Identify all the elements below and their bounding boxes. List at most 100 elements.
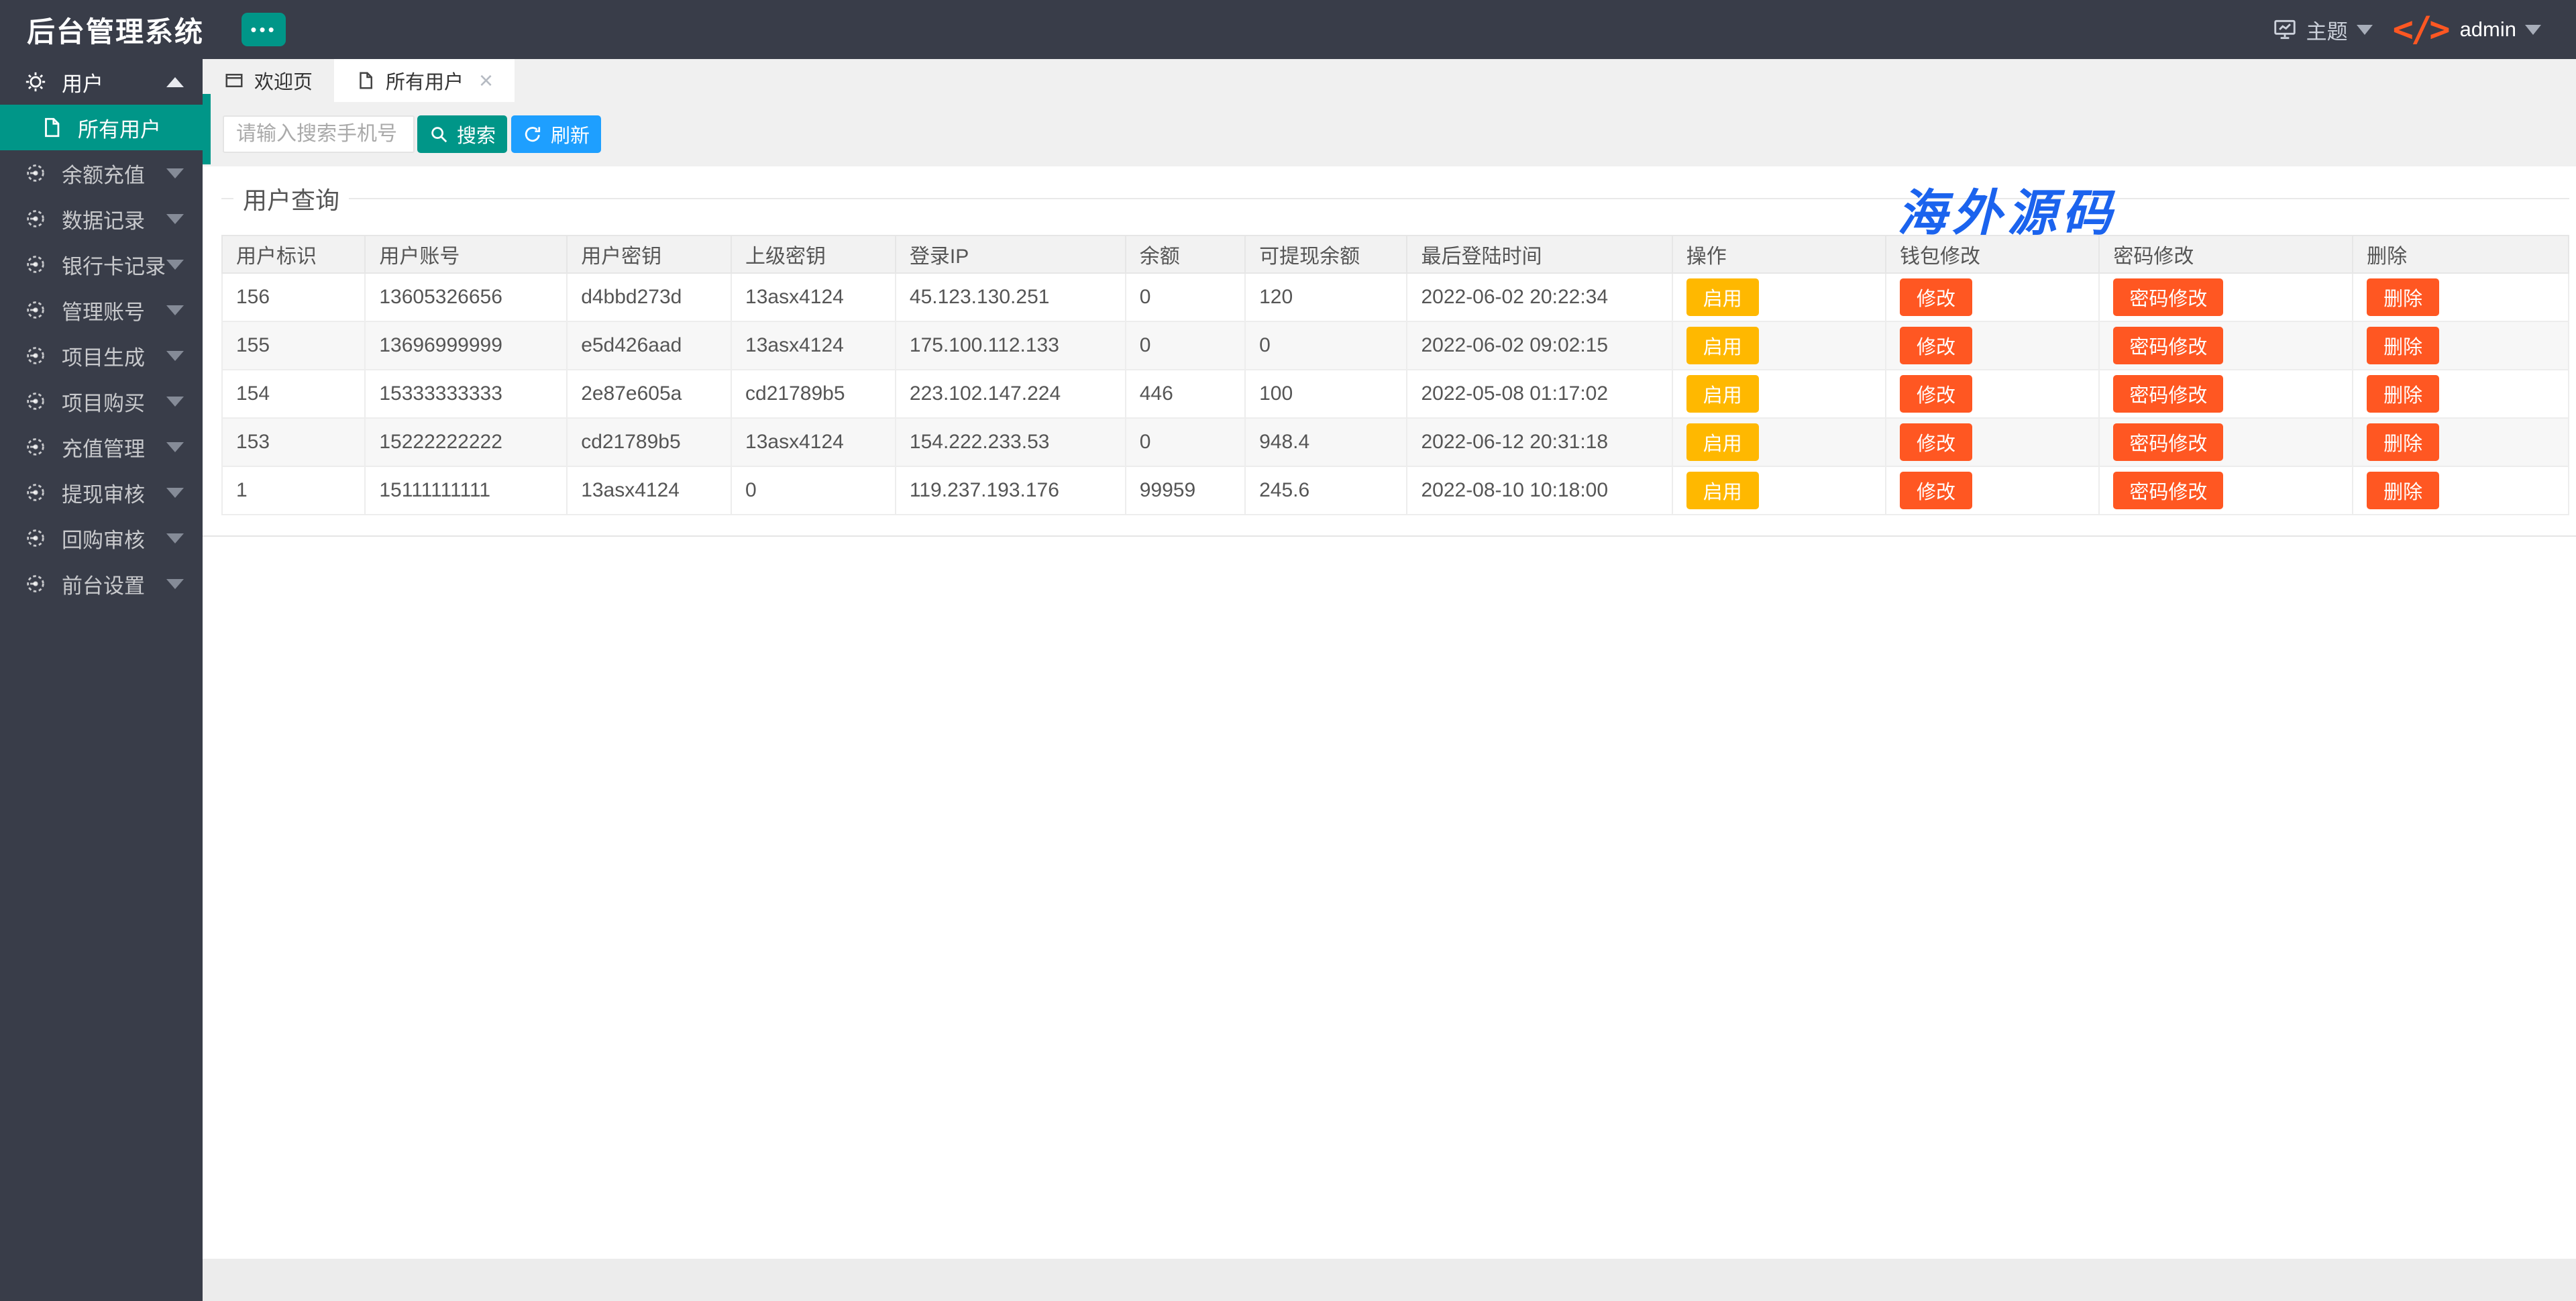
users-table: 用户标识 用户账号 用户密钥 上级密钥 登录IP 余额 可提现余额 最后登陆时间 操作 钱包修改密… bbox=[221, 235, 2569, 515]
content-panel: 用户查询 海外源码 用户标识 用户账号 用户密钥 上级密钥 登录IP 余额 可提现余额 最后登… bbox=[203, 166, 2576, 1259]
cell-last-login-time: 2022-06-02 09:02:15 bbox=[1406, 321, 1673, 370]
sidebar-item-label: 回购审核 bbox=[62, 528, 145, 552]
column-header: 登录IP bbox=[894, 235, 1126, 274]
cell-user-id: 154 bbox=[221, 369, 366, 419]
password-modify-button[interactable]: 密码修改 bbox=[2113, 472, 2224, 509]
password-modify-button[interactable]: 密码修改 bbox=[2113, 278, 2224, 316]
search-button[interactable]: 搜索 bbox=[417, 115, 507, 153]
tab-welcome[interactable]: 欢迎页 bbox=[203, 59, 334, 102]
delete-button[interactable]: 删除 bbox=[2367, 375, 2440, 413]
wallet-modify-button[interactable]: 修改 bbox=[1900, 327, 1973, 364]
delete-button[interactable]: 删除 bbox=[2367, 423, 2440, 461]
cell-balance: 0 bbox=[1124, 417, 1246, 467]
tab-label: 欢迎页 bbox=[254, 72, 313, 93]
password-modify-button[interactable]: 密码修改 bbox=[2113, 423, 2224, 461]
sidebar-item-buyback-review[interactable]: 回购审核 bbox=[0, 515, 203, 561]
cell-withdrawable-balance: 0 bbox=[1244, 321, 1408, 370]
enable-button[interactable]: 启用 bbox=[1686, 375, 1759, 413]
wallet-modify-button[interactable]: 修改 bbox=[1900, 375, 1973, 413]
sidebar-item-label: 前台设置 bbox=[62, 574, 145, 598]
sidebar-item-admin-accounts[interactable]: 管理账号 bbox=[0, 287, 203, 333]
gauge-icon bbox=[24, 344, 47, 367]
cell-delete-button: 删除 bbox=[2352, 321, 2569, 370]
cell-wallet-modify-button: 修改 bbox=[1885, 369, 2100, 419]
sidebar-item-frontend-settings[interactable]: 前台设置 bbox=[0, 561, 203, 607]
cell-last-login-time: 2022-08-10 10:18:00 bbox=[1406, 466, 1673, 515]
sidebar-item-label: 银行卡记录 bbox=[62, 254, 166, 278]
cell-withdrawable-balance: 100 bbox=[1244, 369, 1408, 419]
column-header: 上级密钥 bbox=[731, 235, 896, 274]
cell-user-account: 15222222222 bbox=[364, 417, 568, 467]
delete-button[interactable]: 删除 bbox=[2367, 472, 2440, 509]
sidebar-item-balance-recharge[interactable]: 余额充值 bbox=[0, 150, 203, 196]
cell-balance: 0 bbox=[1124, 272, 1246, 322]
sidebar-item-withdrawal-review[interactable]: 提现审核 bbox=[0, 470, 203, 515]
cell-delete-button: 删除 bbox=[2352, 466, 2569, 515]
enable-button[interactable]: 启用 bbox=[1686, 472, 1759, 509]
cell-parent-key: 13asx4124 bbox=[731, 417, 896, 467]
delete-button[interactable]: 删除 bbox=[2367, 327, 2440, 364]
sidebar-item-users[interactable]: 用户 bbox=[0, 59, 203, 105]
sidebar-item-bank-card-records[interactable]: 银行卡记录 bbox=[0, 242, 203, 287]
table-row: 156 13605326656 d4bbd273d 13asx4124 45.123.1… bbox=[221, 272, 2569, 322]
password-modify-button[interactable]: 密码修改 bbox=[2113, 375, 2224, 413]
chevron-down-icon bbox=[166, 213, 184, 224]
cell-parent-key: 13asx4124 bbox=[731, 272, 896, 322]
cell-enable-button: 启用 bbox=[1671, 321, 1887, 370]
tabbar: 欢迎页 所有用户 × bbox=[203, 59, 2576, 102]
sidebar-item-project-purchase[interactable]: 项目购买 bbox=[0, 378, 203, 424]
password-modify-button[interactable]: 密码修改 bbox=[2113, 327, 2224, 364]
cell-enable-button: 启用 bbox=[1671, 417, 1887, 467]
section-title: 用户查询 bbox=[243, 187, 340, 214]
cell-wallet-modify-button: 修改 bbox=[1885, 466, 2100, 515]
search-input[interactable] bbox=[223, 115, 415, 153]
theme-label: 主题 bbox=[2306, 19, 2348, 44]
close-icon[interactable]: × bbox=[479, 66, 494, 94]
ellipsis-icon: ••• bbox=[250, 19, 277, 40]
refresh-button[interactable]: 刷新 bbox=[511, 115, 601, 153]
accent-bar bbox=[203, 94, 211, 164]
chevron-down-icon bbox=[166, 259, 184, 270]
cell-user-id: 153 bbox=[221, 417, 366, 467]
gauge-icon bbox=[24, 435, 47, 458]
cell-login-ip: 119.237.193.176 bbox=[894, 466, 1126, 515]
table-bottom-rule bbox=[203, 535, 2576, 537]
enable-button[interactable]: 启用 bbox=[1686, 278, 1759, 316]
cell-balance: 0 bbox=[1124, 321, 1246, 370]
gauge-icon bbox=[24, 390, 47, 413]
sidebar-item-all-users[interactable]: 所有用户 bbox=[0, 105, 203, 150]
sidebar-toggle-button[interactable]: ••• bbox=[241, 13, 286, 46]
cell-wallet-modify-button: 修改 bbox=[1885, 417, 2100, 467]
app-title: 后台管理系统 bbox=[27, 15, 205, 48]
cell-user-id: 1 bbox=[221, 466, 366, 515]
cell-password-modify-button: 密码修改 bbox=[2098, 417, 2354, 467]
enable-button[interactable]: 启用 bbox=[1686, 423, 1759, 461]
sidebar-item-data-records[interactable]: 数据记录 bbox=[0, 196, 203, 242]
sidebar-item-recharge-management[interactable]: 充值管理 bbox=[0, 424, 203, 470]
cell-user-key: e5d426aad bbox=[566, 321, 733, 370]
search-icon bbox=[431, 127, 447, 143]
table-row: 1 15111111111 13asx4124 0 119.237.193.176 999… bbox=[221, 466, 2569, 515]
cell-password-modify-button: 密码修改 bbox=[2098, 321, 2354, 370]
cell-balance: 99959 bbox=[1124, 466, 1246, 515]
cell-user-key: 13asx4124 bbox=[566, 466, 733, 515]
code-icon: </> bbox=[2392, 9, 2451, 50]
wallet-modify-button[interactable]: 修改 bbox=[1900, 423, 1973, 461]
sidebar-item-project-generate[interactable]: 项目生成 bbox=[0, 333, 203, 378]
admin-dropdown[interactable]: admin bbox=[2460, 17, 2541, 42]
wallet-modify-button[interactable]: 修改 bbox=[1900, 278, 1973, 316]
column-header: 最后登陆时间 bbox=[1406, 235, 1673, 274]
enable-button[interactable]: 启用 bbox=[1686, 327, 1759, 364]
cell-user-id: 155 bbox=[221, 321, 366, 370]
wallet-modify-button[interactable]: 修改 bbox=[1900, 472, 1973, 509]
sidebar-item-label: 数据记录 bbox=[62, 209, 145, 233]
cell-parent-key: 0 bbox=[731, 466, 896, 515]
theme-dropdown[interactable]: 主题 bbox=[2272, 15, 2373, 45]
file-icon bbox=[356, 70, 376, 91]
chevron-down-icon bbox=[166, 487, 184, 498]
tab-all-users[interactable]: 所有用户 × bbox=[334, 59, 515, 102]
column-header: 用户账号 bbox=[364, 235, 568, 274]
delete-button[interactable]: 删除 bbox=[2367, 278, 2440, 316]
